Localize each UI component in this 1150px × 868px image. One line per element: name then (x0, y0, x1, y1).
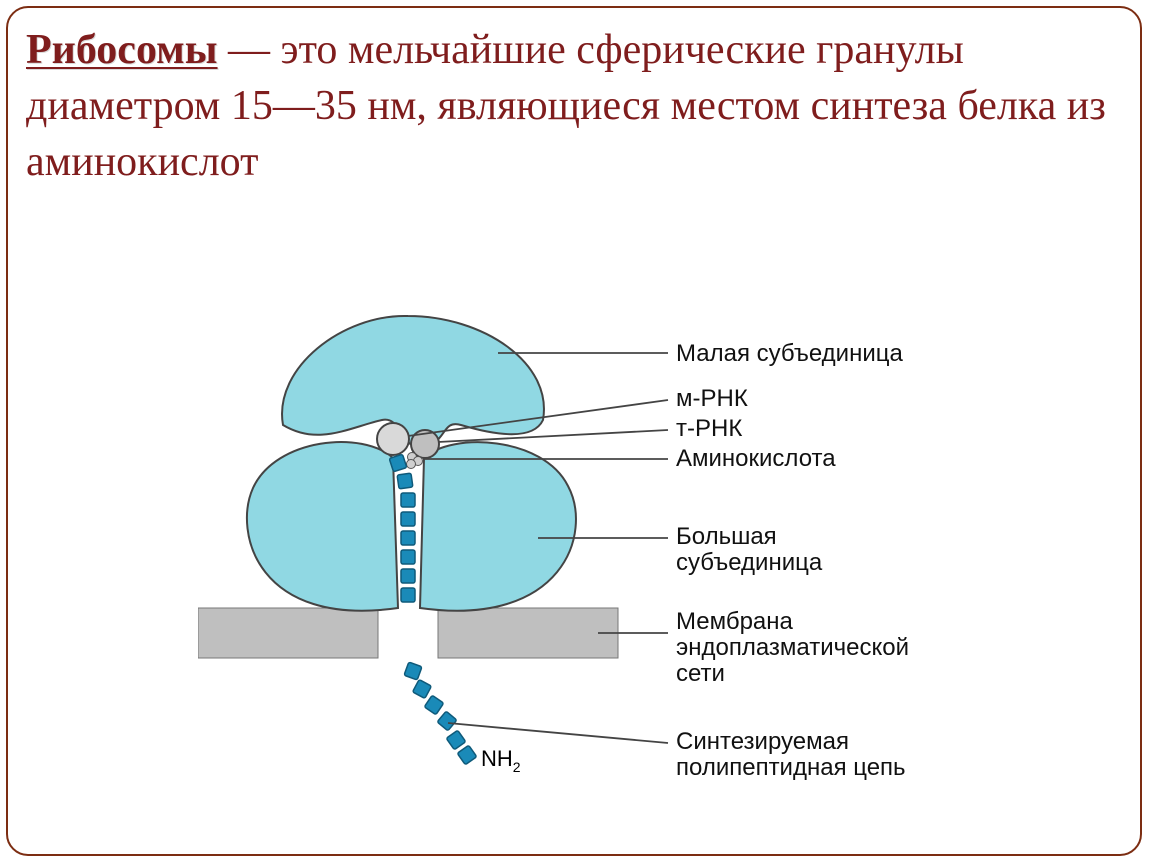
label-small-subunit: Малая субъединица (676, 340, 903, 367)
label-er-membrane-l3: сети (676, 660, 725, 687)
er-membrane-left (198, 608, 378, 658)
amino-acid-dot (407, 460, 416, 469)
label-large-subunit-l1: Большая (676, 523, 777, 550)
chain-segment (437, 711, 457, 731)
label-amino-acid: Аминокислота (676, 445, 836, 472)
chain-segment (457, 745, 476, 764)
heading: Рибосомы — это мельчайшие сферические гр… (26, 22, 1122, 190)
chain-segment (401, 588, 415, 602)
ribosome-diagram: NH2 Малая субъединица м-РНК т-РНК Аминок… (198, 308, 1018, 868)
leader-trna (438, 430, 668, 442)
chain-segment (401, 493, 415, 507)
label-er-membrane-l2: эндоплазматической (676, 634, 909, 661)
large-subunit-left (247, 442, 398, 611)
chain-segment (397, 473, 413, 489)
label-polypeptide-l1: Синтезируемая (676, 728, 849, 755)
nh2-label: NH2 (481, 746, 521, 775)
label-polypeptide-l2: полипептидная цепь (676, 754, 906, 781)
er-membrane-right (438, 608, 618, 658)
mrna-icon (377, 423, 409, 455)
chain-segment (401, 569, 415, 583)
small-subunit (282, 316, 544, 447)
label-trna: т-РНК (676, 415, 742, 442)
chain-segment (446, 730, 465, 749)
chain-segment (401, 531, 415, 545)
chain-segment (401, 550, 415, 564)
chain-segment (413, 680, 432, 699)
slide-frame: Рибосомы — это мельчайшие сферические гр… (6, 6, 1142, 856)
chain-segment (424, 695, 443, 714)
label-er-membrane-l1: Мембрана (676, 608, 794, 635)
chain-segment (401, 512, 415, 526)
label-mrna: м-РНК (676, 385, 748, 412)
large-subunit-right (420, 442, 576, 611)
leader-polypeptide (448, 723, 668, 743)
label-large-subunit-l2: субъединица (676, 549, 823, 576)
chain-segment (404, 662, 422, 680)
term: Рибосомы (26, 27, 218, 73)
